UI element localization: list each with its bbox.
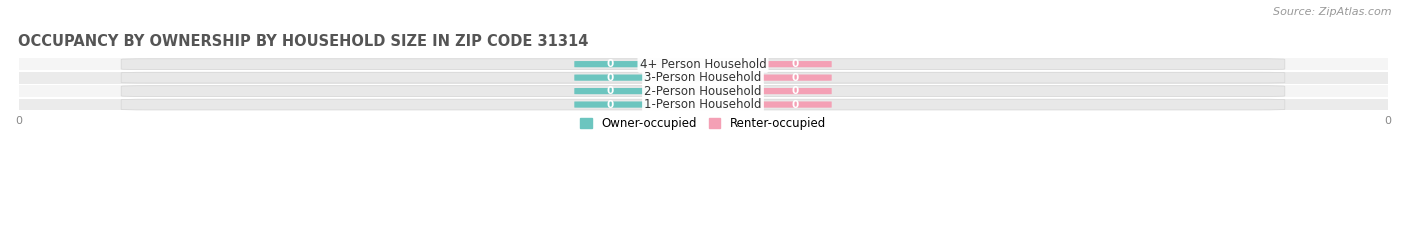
- Text: 0: 0: [607, 59, 614, 69]
- FancyBboxPatch shape: [759, 75, 832, 81]
- Text: 0: 0: [607, 73, 614, 83]
- FancyBboxPatch shape: [574, 75, 647, 81]
- FancyBboxPatch shape: [121, 99, 1285, 110]
- Text: Source: ZipAtlas.com: Source: ZipAtlas.com: [1274, 7, 1392, 17]
- Text: 4+ Person Household: 4+ Person Household: [640, 58, 766, 71]
- FancyBboxPatch shape: [121, 86, 1285, 96]
- Text: 0: 0: [607, 99, 614, 110]
- Bar: [18, 72, 1388, 84]
- FancyBboxPatch shape: [759, 61, 832, 67]
- Text: 0: 0: [792, 59, 799, 69]
- Text: 0: 0: [607, 86, 614, 96]
- FancyBboxPatch shape: [121, 59, 1285, 69]
- FancyBboxPatch shape: [121, 72, 1285, 83]
- Text: 1-Person Household: 1-Person Household: [644, 98, 762, 111]
- Text: 0: 0: [792, 99, 799, 110]
- Text: 0: 0: [792, 86, 799, 96]
- FancyBboxPatch shape: [574, 101, 647, 108]
- Text: OCCUPANCY BY OWNERSHIP BY HOUSEHOLD SIZE IN ZIP CODE 31314: OCCUPANCY BY OWNERSHIP BY HOUSEHOLD SIZE…: [18, 34, 589, 49]
- Text: 3-Person Household: 3-Person Household: [644, 71, 762, 84]
- Legend: Owner-occupied, Renter-occupied: Owner-occupied, Renter-occupied: [575, 112, 831, 135]
- Bar: [18, 58, 1388, 70]
- FancyBboxPatch shape: [574, 61, 647, 67]
- FancyBboxPatch shape: [759, 88, 832, 94]
- Text: 2-Person Household: 2-Person Household: [644, 85, 762, 98]
- FancyBboxPatch shape: [759, 101, 832, 108]
- Text: 0: 0: [792, 73, 799, 83]
- Bar: [18, 99, 1388, 110]
- Bar: [18, 85, 1388, 97]
- FancyBboxPatch shape: [574, 88, 647, 94]
